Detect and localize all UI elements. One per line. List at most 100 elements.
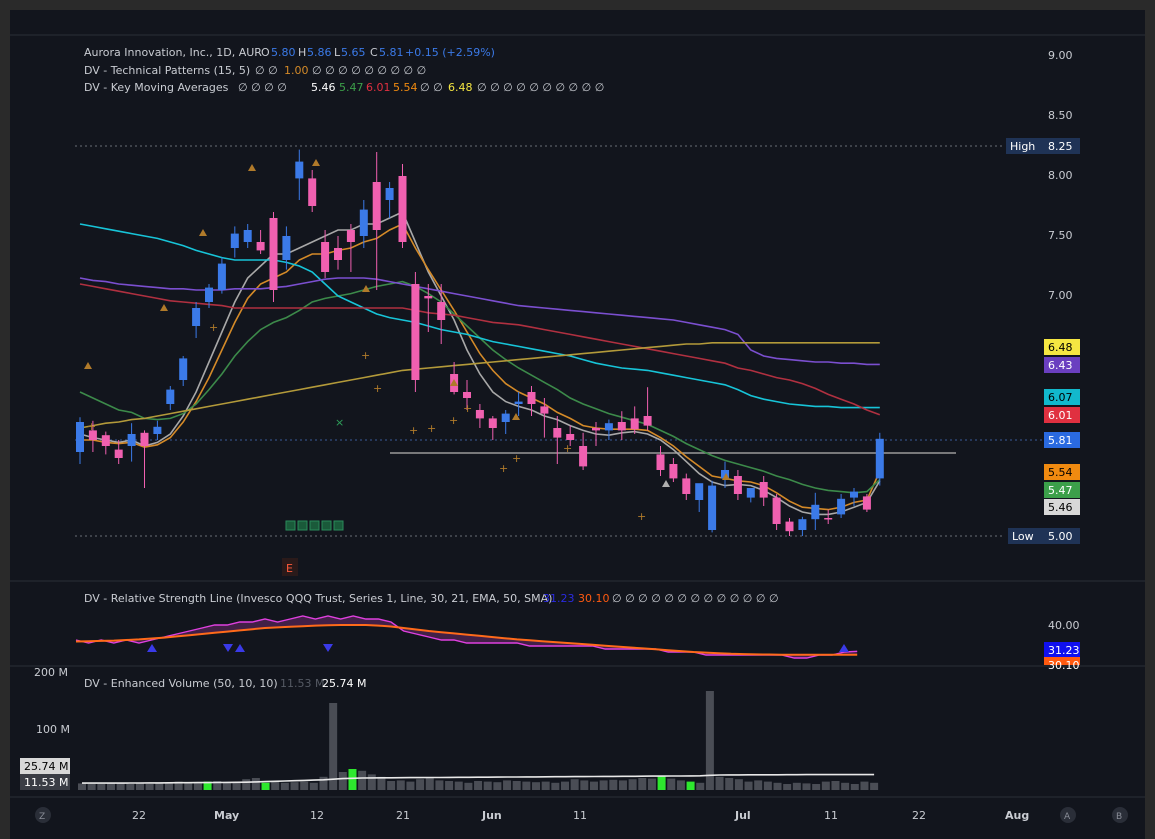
volume-bar <box>435 780 444 790</box>
candle-body <box>759 482 768 498</box>
volume-bar <box>763 781 772 790</box>
candle-body <box>205 287 213 302</box>
volume-bar <box>667 778 676 790</box>
zoom-button-z-label: Z <box>39 812 45 822</box>
candle-body <box>295 161 304 179</box>
volume-bar <box>348 769 357 790</box>
candle-body <box>334 248 342 260</box>
price-tick: 8.00 <box>1048 169 1073 182</box>
rs-signal-triangle <box>839 644 849 652</box>
candle-body <box>385 188 394 200</box>
high-label: High 8.25 <box>1006 138 1080 154</box>
scale-button-b-label: B <box>1116 812 1122 822</box>
time-axis[interactable]: 22 May 12 21 Jun 11 Jul 11 22 Aug <box>132 809 1029 822</box>
volume-bar <box>792 782 801 790</box>
candle-body <box>682 478 691 494</box>
signal-square <box>321 520 332 531</box>
candle-body <box>243 230 252 242</box>
rs-legend-empty: ∅ ∅ ∅ ∅ ∅ ∅ ∅ ∅ ∅ ∅ ∅ ∅ ∅ <box>612 592 779 605</box>
volume-bar <box>367 774 376 790</box>
volume-bar <box>754 780 763 790</box>
time-tick: Jun <box>481 809 502 822</box>
volume-bar <box>783 784 792 790</box>
candle-body <box>643 416 652 426</box>
volume-bar <box>203 781 212 790</box>
candle-body <box>656 454 665 470</box>
candle-body <box>127 434 136 446</box>
pattern-plus: + <box>87 420 96 433</box>
price-badge <box>1044 357 1080 373</box>
volume-bar <box>106 783 115 790</box>
earnings-marker-text: E <box>286 562 293 575</box>
volume-bar <box>831 781 840 790</box>
volume-bar <box>213 781 222 790</box>
legend-symbol[interactable]: Aurora Innovation, Inc., 1D, AUR O 5.80 … <box>84 46 495 59</box>
volume-bar <box>647 778 656 790</box>
candle-body <box>463 392 471 398</box>
rs-signal-triangle <box>235 644 245 652</box>
volume-bar <box>812 784 821 790</box>
candle-body <box>88 430 97 440</box>
price-badge-text: 5.46 <box>1048 501 1073 514</box>
candle-body <box>772 497 781 524</box>
volume-legend-name: DV - Enhanced Volume (50, 10, 10) <box>84 677 278 690</box>
volume-bar <box>135 783 144 790</box>
earnings-marker[interactable]: E <box>282 558 298 576</box>
volume-bar <box>561 781 569 790</box>
legend-high-label: H <box>298 46 306 59</box>
price-tick: 8.50 <box>1048 109 1073 122</box>
legend-technical-patterns[interactable]: DV - Technical Patterns (15, 5) ∅ ∅ 1.00… <box>84 64 426 77</box>
candle-body <box>733 476 742 494</box>
scale-button-b[interactable]: B <box>1112 807 1128 823</box>
pattern-triangle <box>160 304 168 311</box>
volume-bar <box>193 782 202 790</box>
volume-bar <box>290 782 299 790</box>
pattern-plus: + <box>361 349 370 362</box>
zoom-button-z[interactable]: Z <box>35 807 51 823</box>
rs-plot <box>75 615 858 659</box>
candle-body <box>875 438 884 479</box>
rs-sma-line <box>75 624 858 656</box>
time-tick: 12 <box>310 809 324 822</box>
time-tick: 22 <box>132 809 146 822</box>
ma-line-sma-100 <box>79 283 881 416</box>
volume-bar <box>232 781 241 790</box>
price-tick: 7.50 <box>1048 229 1073 242</box>
price-badge <box>1044 389 1080 405</box>
volume-bar <box>676 780 685 790</box>
candle-body <box>527 392 536 404</box>
legend-close-label: C <box>370 46 378 59</box>
price-axis[interactable]: 9.00 8.50 8.00 7.50 7.00 <box>1048 49 1073 302</box>
volume-bar <box>599 780 608 790</box>
pattern-plus: + <box>373 382 382 395</box>
scale-button-a-label: A <box>1064 812 1071 822</box>
candle-body <box>437 302 446 320</box>
price-badge <box>1044 499 1080 515</box>
candle-body <box>140 432 149 446</box>
legend-ma-ema10: 5.54 <box>393 81 418 94</box>
scale-button-a[interactable]: A <box>1060 807 1076 823</box>
legend-open-label: O <box>261 46 270 59</box>
ma-line-sma-50 <box>79 223 880 409</box>
price-badge <box>1044 407 1080 423</box>
pattern-markers: + + + + + + + + + + + + × <box>84 159 730 523</box>
rs-legend[interactable]: DV - Relative Strength Line (Invesco QQQ… <box>84 592 779 605</box>
volume-bar <box>638 778 647 790</box>
candle-body <box>746 488 755 498</box>
volume-bar <box>358 770 367 790</box>
chart-canvas[interactable]: Aurora Innovation, Inc., 1D, AUR O 5.80 … <box>10 10 1145 839</box>
candle-body <box>540 406 549 414</box>
pattern-plus: + <box>209 321 218 334</box>
pattern-plus: + <box>409 424 418 437</box>
volume-bar <box>522 781 531 790</box>
volume-bar <box>406 781 415 790</box>
volume-legend[interactable]: DV - Enhanced Volume (50, 10, 10) 11.53 … <box>84 677 366 690</box>
high-label-value: 8.25 <box>1048 140 1073 153</box>
candle-body <box>192 308 201 326</box>
volume-bar <box>155 782 164 790</box>
price-badge-text: 6.43 <box>1048 359 1073 372</box>
pattern-triangle <box>450 379 458 386</box>
legend-moving-averages[interactable]: DV - Key Moving Averages ∅ ∅ ∅ ∅ 5.46 5.… <box>84 81 604 94</box>
ma-line-sma-200 <box>79 341 880 429</box>
pattern-plus: + <box>463 402 472 415</box>
